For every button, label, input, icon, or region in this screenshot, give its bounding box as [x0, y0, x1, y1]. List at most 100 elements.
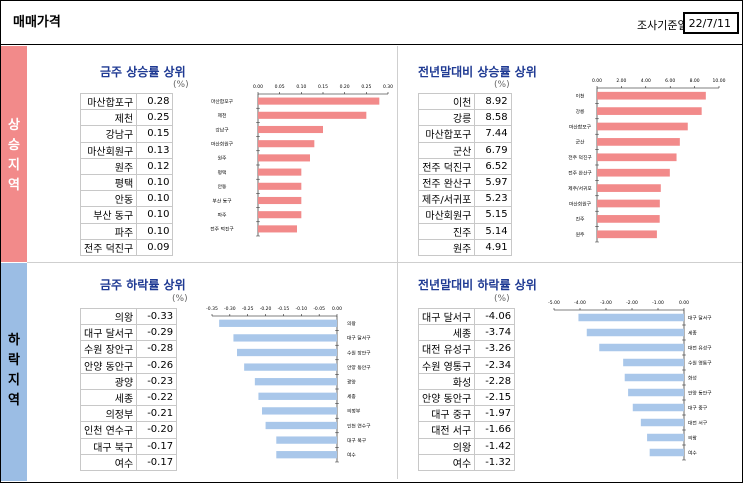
region-value: 5.14	[474, 222, 512, 240]
table-row: 강릉 8.58	[417, 109, 512, 127]
region-value: 0.10	[136, 173, 174, 192]
region-value: -0.22	[136, 388, 178, 407]
region-name: 전주 덕진구	[417, 157, 476, 175]
region-value: -0.17	[136, 453, 178, 471]
table-row: 진주 5.14	[417, 222, 512, 240]
table-row: 강남구 0.15	[79, 125, 174, 143]
region-name: 인천 연수구	[79, 421, 138, 439]
region-name: 마산합포구	[417, 125, 476, 143]
table-row: 전주 완산구 5.97	[417, 173, 512, 192]
band-falling-label: 지	[8, 373, 20, 388]
table-row: 의왕 -0.33	[79, 307, 178, 326]
section-divider	[27, 262, 742, 263]
region-value: -0.26	[136, 356, 178, 374]
ranking-table: 이천 8.92 강릉 8.58 마산합포구 7.44 군산 6.79 전주 덕진구 6.52 전주 …	[417, 92, 512, 256]
band-rising-label: 지	[8, 158, 20, 173]
region-value: 4.91	[474, 238, 512, 256]
region-value: 8.92	[474, 92, 512, 111]
table-row: 원주 4.91	[417, 238, 512, 256]
region-value: -0.20	[136, 421, 178, 439]
table-row: 원주 0.12	[79, 157, 174, 175]
band-falling-label: 락	[8, 353, 20, 368]
table-row: 제주/서귀포 5.23	[417, 190, 512, 208]
table-row: 의정부 -0.21	[79, 405, 178, 423]
region-value: -0.17	[136, 437, 178, 455]
region-value: 0.25	[136, 109, 174, 127]
table-row: 제천 0.25	[79, 109, 174, 127]
region-name: 원주	[79, 157, 138, 175]
region-name: 광양	[79, 372, 138, 390]
table-row: 마산회원구 0.13	[79, 141, 174, 159]
region-value: -2.28	[474, 372, 516, 390]
table-row: 의왕 -1.42	[417, 437, 516, 455]
table-row: 전주 덕진구 6.52	[417, 157, 512, 175]
table-row: 여수 -1.32	[417, 453, 516, 471]
region-name: 대구 북구	[79, 437, 138, 455]
region-value: -0.29	[136, 324, 178, 342]
page-title: 매매가격	[13, 15, 61, 30]
table-row: 마산합포구 7.44	[417, 125, 512, 143]
region-name: 의왕	[79, 307, 138, 326]
region-name: 대구 달서구	[417, 307, 476, 326]
region-name: 의왕	[417, 437, 476, 455]
table-row: 안양 동안구 -0.26	[79, 356, 178, 374]
region-value: -0.33	[136, 307, 178, 326]
table-row: 마산회원구 5.15	[417, 206, 512, 224]
region-value: -1.42	[474, 437, 516, 455]
table-row: 화성 -2.28	[417, 372, 516, 390]
table-row: 파주 0.10	[79, 222, 174, 240]
table-row: 대전 유성구 -3.26	[417, 340, 516, 358]
region-value: 0.10	[136, 206, 174, 224]
unit-label: (%)	[494, 80, 510, 90]
region-name: 의정부	[79, 405, 138, 423]
region-name: 강릉	[417, 109, 476, 127]
table-row: 안양 동안구 -2.15	[417, 388, 516, 407]
region-name: 대전 유성구	[417, 340, 476, 358]
region-value: -1.32	[474, 453, 516, 471]
region-value: 5.15	[474, 206, 512, 224]
chart-title: 전년말대비 하락률 상위	[418, 278, 537, 292]
region-name: 대전 서구	[417, 421, 476, 439]
region-name: 강남구	[79, 125, 138, 143]
band-falling-label: 하	[8, 333, 20, 348]
table-row: 군산 6.79	[417, 141, 512, 159]
region-value: 5.97	[474, 173, 512, 192]
ranking-table: 의왕 -0.33 대구 달서구 -0.29 수원 장안구 -0.28 안양 동안구 -0.26…	[79, 307, 178, 471]
band-rising-label: 상	[8, 118, 20, 133]
region-name: 제주/서귀포	[417, 190, 476, 208]
table-row: 대전 서구 -1.66	[417, 421, 516, 439]
page-header: 매매가격 조사기준일 22/7/11	[1, 1, 742, 45]
band-falling-label: 역	[8, 393, 20, 408]
region-value: 6.52	[474, 157, 512, 175]
region-name: 마산회원구	[417, 206, 476, 224]
region-value: 6.79	[474, 141, 512, 159]
region-value: -3.74	[474, 324, 516, 342]
table-row: 세종 -0.22	[79, 388, 178, 407]
region-name: 파주	[79, 222, 138, 240]
table-row: 이천 8.92	[417, 92, 512, 111]
region-value: -0.23	[136, 372, 178, 390]
region-name: 안동	[79, 190, 138, 208]
region-value: 0.15	[136, 125, 174, 143]
chart-title: 금주 하락률 상위	[100, 278, 186, 292]
table-row: 안동 0.10	[79, 190, 174, 208]
region-name: 여수	[417, 453, 476, 471]
table-row: 여수 -0.17	[79, 453, 178, 471]
region-name: 이천	[417, 92, 476, 111]
column-divider	[397, 46, 398, 479]
table-row: 세종 -3.74	[417, 324, 516, 342]
region-name: 마산회원구	[79, 141, 138, 159]
table-row: 대구 달서구 -0.29	[79, 324, 178, 342]
region-name: 전주 덕진구	[79, 238, 138, 256]
table-row: 대구 달서구 -4.06	[417, 307, 516, 326]
unit-label: (%)	[173, 80, 189, 90]
region-name: 여수	[79, 453, 138, 471]
region-name: 수원 장안구	[79, 340, 138, 358]
table-row: 전주 덕진구 0.09	[79, 238, 174, 256]
band-rising-label: 역	[8, 178, 20, 193]
region-value: -1.97	[474, 405, 516, 423]
region-value: 0.10	[136, 222, 174, 240]
unit-label: (%)	[494, 294, 510, 304]
region-value: 0.13	[136, 141, 174, 159]
table-row: 대구 북구 -0.17	[79, 437, 178, 455]
